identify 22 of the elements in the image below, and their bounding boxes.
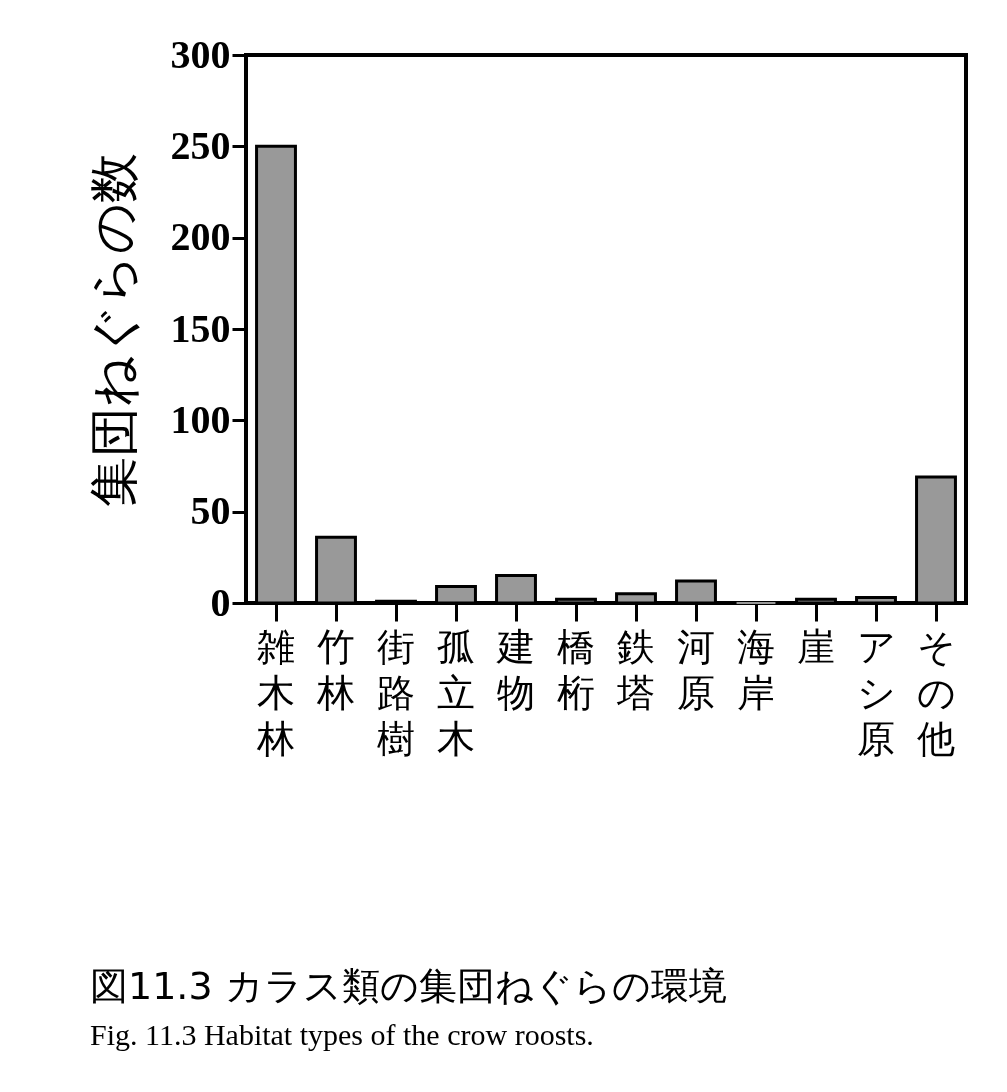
x-tick-label: 孤立木 bbox=[437, 624, 475, 761]
x-tick-label: 鉄塔 bbox=[616, 624, 655, 715]
x-tick-label: 街路樹 bbox=[377, 624, 415, 761]
x-tick-label: 崖 bbox=[797, 624, 835, 669]
y-tick-label: 50 bbox=[190, 488, 231, 534]
x-tick-label: 竹林 bbox=[316, 624, 355, 715]
text: Fig. 11.3 Habitat types of the crow roosts. bbox=[90, 1018, 594, 1051]
x-tick-label: 雑木林 bbox=[256, 624, 295, 761]
x-tick-label: 橋桁 bbox=[557, 624, 595, 715]
x-tick-label: 河原 bbox=[677, 624, 715, 715]
x-tick-label: アシ原 bbox=[856, 624, 896, 761]
y-tick-label: 150 bbox=[170, 305, 231, 351]
text: 図11.3 カラス類の集団ねぐらの環境 bbox=[90, 964, 727, 1008]
y-tick-label: 100 bbox=[170, 396, 231, 442]
y-tick-label: 300 bbox=[170, 31, 231, 77]
x-tick-label: 海岸 bbox=[737, 624, 775, 715]
x-tick-label: 建物 bbox=[496, 624, 535, 715]
x-tick-label: その他 bbox=[916, 624, 956, 761]
y-axis-title: 集団ねぐらの数 bbox=[84, 152, 143, 507]
y-tick-label: 250 bbox=[170, 122, 231, 168]
y-tick-label: 0 bbox=[210, 579, 231, 625]
y-tick-label: 200 bbox=[170, 214, 231, 260]
